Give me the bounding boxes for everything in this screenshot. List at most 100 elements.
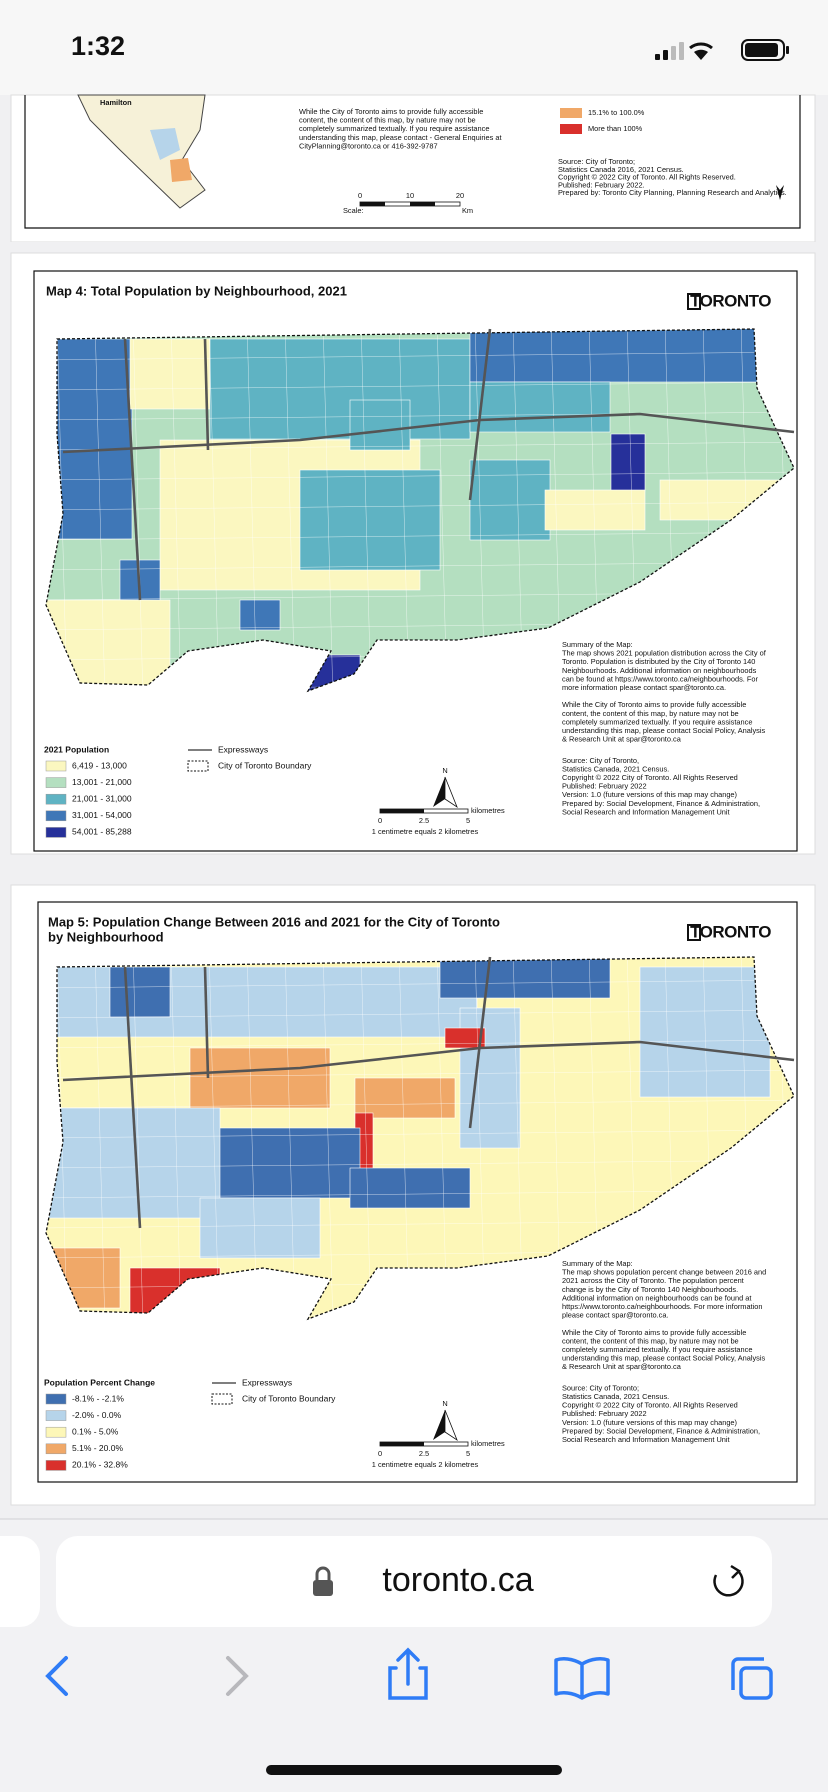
map-4: Map 4: Total Population by Neighbourhood… [10, 252, 816, 855]
boundary-line [398, 329, 410, 691]
logo-mark [687, 924, 701, 941]
text-line: While the City of Toronto aims to provid… [562, 700, 746, 709]
boundary-line [46, 471, 794, 481]
legend-swatch [45, 1443, 67, 1455]
expressway [468, 328, 492, 501]
text-line: can be found at https://www.toronto.ca/n… [562, 674, 759, 683]
choropleth [46, 957, 794, 1319]
neighbourhood [129, 338, 211, 410]
neighbourhood [239, 599, 281, 631]
neighbourhood [46, 1107, 221, 1219]
legend-swatch [560, 124, 582, 134]
neighbourhood [109, 966, 171, 1018]
scale-tick: 5 [466, 1449, 470, 1458]
text-line: Summary of the Map: [562, 640, 633, 649]
text-line: https://www.toronto.ca/neighbourhoods. F… [562, 1302, 762, 1311]
scale-tick: 20 [456, 191, 464, 200]
legend-swatch [45, 793, 67, 805]
boundary-line [94, 957, 106, 1319]
scale-unit: Km [462, 206, 473, 215]
text-line: Source: City of Toronto, [562, 756, 639, 765]
neighbourhood [544, 489, 646, 531]
reload-button[interactable] [713, 1570, 744, 1597]
text-line: Published: February 2022 [562, 782, 647, 791]
back-button[interactable] [45, 1656, 68, 1696]
boundary-line [46, 1009, 794, 1019]
text-line: Version: 1.0 (future versions of this ma… [562, 790, 737, 799]
neighbourhood [354, 1077, 456, 1119]
inset-patch [170, 158, 192, 182]
legend-swatch [45, 810, 67, 822]
legend-swatch [45, 760, 67, 772]
text-line: more information please contact spar@tor… [562, 683, 726, 692]
text-line: While the City of Toronto aims to provid… [562, 1328, 746, 1337]
boundary-key [187, 760, 209, 772]
scale-tick: 0 [378, 1449, 382, 1458]
boundary-line [46, 979, 794, 989]
boundary-line [46, 531, 794, 541]
boundary-line [246, 329, 258, 691]
neighbourhood [349, 1167, 471, 1209]
boundary-line [208, 957, 220, 1319]
legend-label: 54,001 - 85,288 [72, 827, 132, 837]
legend-label: -2.0% - 0.0% [72, 1410, 122, 1420]
text-line: Copyright © 2022 City of Toronto. All Ri… [562, 773, 738, 782]
url[interactable]: toronto.ca [382, 1561, 533, 1599]
boundary-line [170, 329, 182, 691]
text-line: Copyright © 2022 City of Toronto. All Ri… [562, 1401, 738, 1410]
text-line: Toronto. Population is distributed by th… [562, 657, 755, 666]
text-line: Prepared by: Social Development, Finance… [562, 799, 760, 808]
boundary-line [132, 329, 144, 691]
scale-bar [380, 809, 424, 813]
boundary-line [46, 1069, 794, 1079]
tabs-button[interactable] [731, 1657, 773, 1700]
text-line: by Neighbourhood [48, 929, 164, 944]
legend-swatch [45, 1426, 67, 1438]
boundary-line [94, 329, 106, 691]
boundary-key [211, 1393, 233, 1405]
legend-title: 2021 Population [44, 744, 109, 754]
lock-icon [313, 1566, 333, 1596]
expressway [203, 966, 210, 1079]
status-icons [655, 39, 789, 61]
logo: TORONTO [690, 291, 771, 310]
bookmarks-button[interactable] [554, 1657, 610, 1700]
boundary-line [46, 441, 794, 451]
boundary-line [46, 1129, 794, 1139]
north-label: N [442, 1399, 447, 1408]
scale-note: 1 centimetre equals 2 kilometres [372, 1460, 479, 1469]
boundary-line [360, 957, 372, 1319]
text-line: understanding this map, please contact S… [562, 726, 766, 735]
text-line: Social Research and Information Manageme… [562, 1435, 730, 1444]
boundary-line [208, 329, 220, 691]
text-line: completely summarized textually. If you … [299, 124, 489, 133]
forward-button[interactable] [226, 1656, 249, 1696]
boundary-line [170, 957, 182, 1319]
neighbourhood [469, 459, 551, 541]
text-line: Additional information on neighbourhoods… [562, 1293, 751, 1302]
text-line: CityPlanning@toronto.ca or 416-392-9787 [299, 141, 438, 150]
legend-title: Population Percent Change [44, 1377, 155, 1387]
home-indicator [266, 1765, 562, 1775]
map-5: Map 5: Population Change Between 2016 an… [10, 884, 816, 1506]
scale-note: 1 centimetre equals 2 kilometres [372, 827, 479, 836]
text-line: Map 5: Population Change Between 2016 an… [48, 914, 500, 929]
prev-tab[interactable] [0, 1536, 40, 1627]
legend-label: Expressways [242, 1377, 292, 1387]
address-bar[interactable] [56, 1536, 772, 1627]
text-line: Published: February 2022. [558, 180, 645, 189]
inset-patch [150, 128, 180, 160]
reload-arrow [730, 1564, 741, 1579]
boundary-line [46, 351, 794, 361]
share-button[interactable] [388, 1647, 428, 1700]
text-line: Statistics Canada, 2021 Census. [562, 764, 669, 773]
boundary-line [46, 1039, 794, 1049]
north-arrow [776, 185, 784, 200]
text-line: understanding this map, please contact S… [562, 1354, 766, 1363]
scale-tick: 10 [406, 191, 414, 200]
boundary-line [322, 329, 334, 691]
scale-tick: 0 [358, 191, 362, 200]
text-line: While the City of Toronto aims to provid… [299, 107, 483, 116]
text-line: completely summarized textually. If you … [562, 1345, 752, 1354]
